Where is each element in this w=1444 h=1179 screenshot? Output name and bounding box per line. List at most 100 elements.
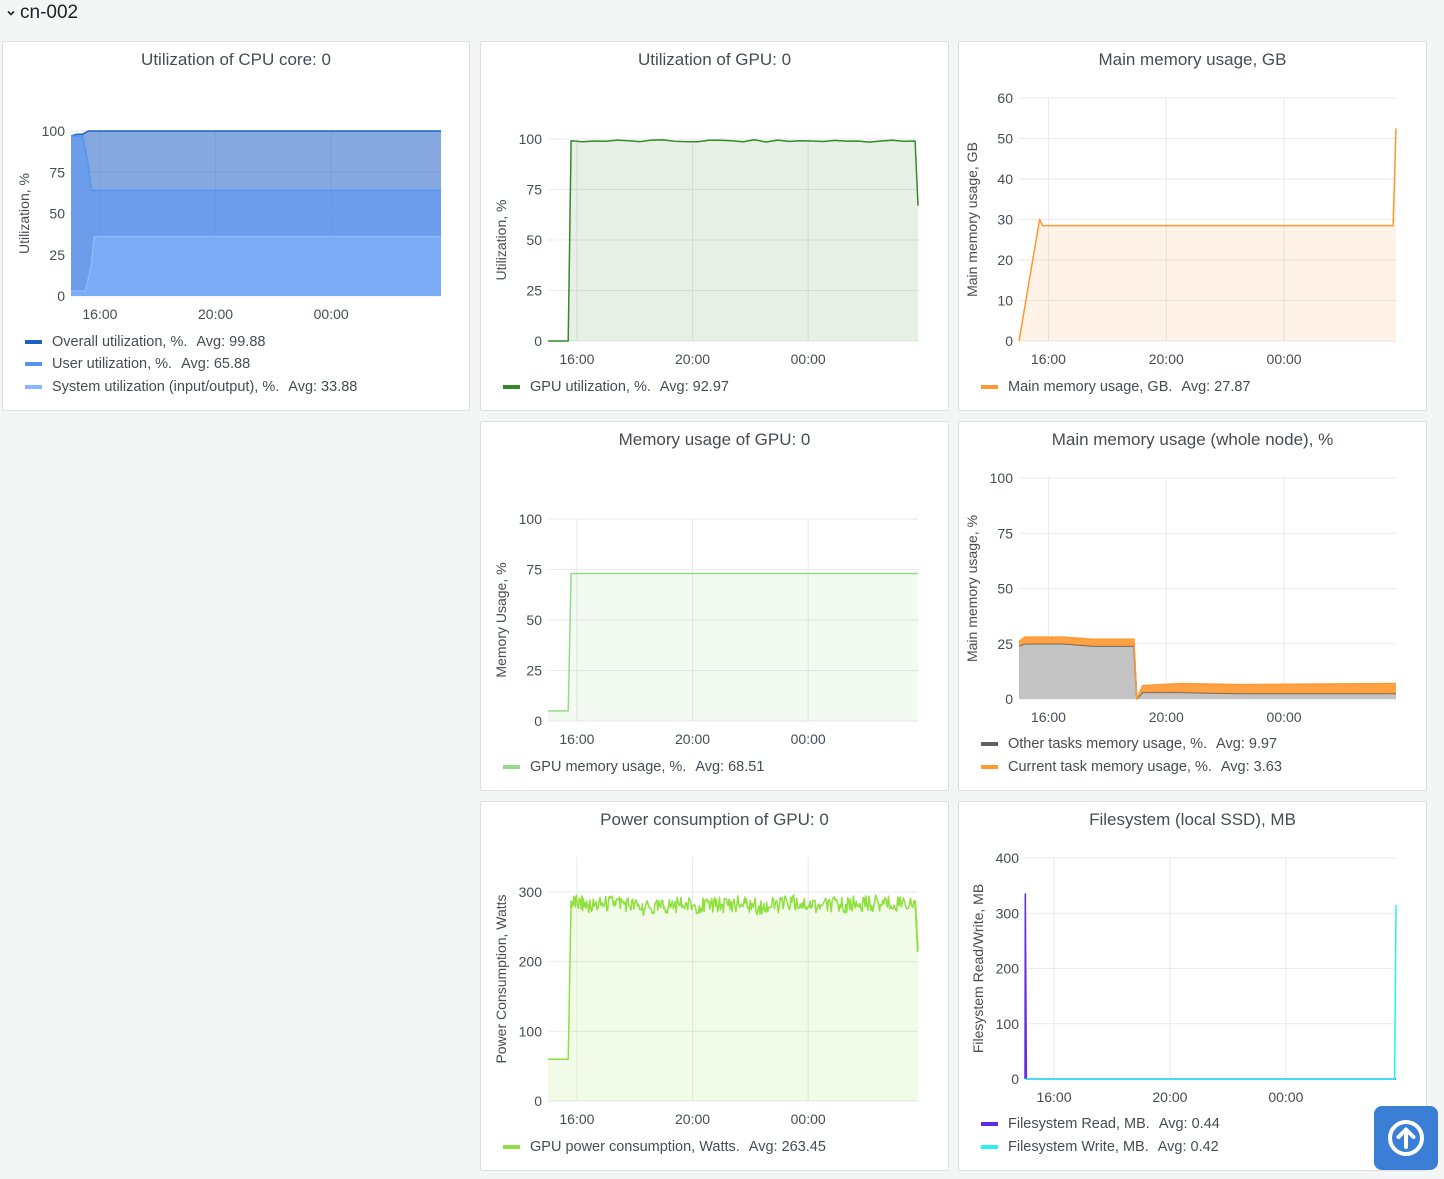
legend-item[interactable]: GPU power consumption, Watts. Avg: 263.45: [503, 1136, 826, 1159]
legend-swatch: [25, 362, 42, 367]
legend-item[interactable]: Other tasks memory usage, %. Avg: 9.97: [981, 733, 1282, 756]
legend-avg: Avg: 99.88: [196, 333, 266, 350]
x-tick-label: 00:00: [791, 731, 826, 747]
x-tick-label: 20:00: [675, 1111, 710, 1127]
panel-filesystem: Filesystem (local SSD), MB 0 100 200 300 400…: [958, 801, 1427, 1171]
y-axis-label: Power Consumption, Watts: [493, 894, 509, 1063]
legend: Main memory usage, GB. Avg: 27.87: [981, 376, 1250, 399]
chart-svg: 0 100 200 300 400 16:00 20:00 00:00 Filesystem R…: [970, 850, 1397, 1105]
series-line: [548, 894, 919, 1060]
x-tick-label: 16:00: [1036, 1089, 1071, 1105]
x-tick-label: 00:00: [791, 1111, 826, 1127]
legend-item[interactable]: Main memory usage, GB. Avg: 27.87: [981, 376, 1250, 399]
y-tick-label: 25: [526, 283, 542, 299]
y-tick-label: 75: [526, 182, 542, 198]
legend-label: Filesystem Read, MB.: [1008, 1116, 1150, 1133]
legend-avg: Avg: 3.63: [1220, 758, 1282, 775]
legend-label: GPU utilization, %.: [530, 378, 651, 395]
y-tick-label: 20: [997, 252, 1013, 268]
legend: GPU power consumption, Watts. Avg: 263.45: [503, 1136, 826, 1159]
y-tick-label: 50: [49, 206, 65, 222]
legend-swatch: [981, 764, 998, 769]
series-line: [548, 139, 919, 342]
y-tick-label: 0: [534, 713, 542, 729]
legend: Filesystem Read, MB. Avg: 0.44 Filesystem …: [981, 1113, 1220, 1158]
x-tick-label: 16:00: [82, 306, 117, 322]
x-tick-label: 00:00: [1267, 709, 1302, 725]
row-title: cn-002: [20, 2, 79, 23]
y-axis-label: Main memory usage, GB: [964, 142, 980, 297]
legend-item[interactable]: GPU memory usage, %. Avg: 68.51: [503, 756, 764, 779]
y-tick-label: 50: [526, 232, 542, 248]
legend-label: Current task memory usage, %.: [1008, 758, 1212, 775]
x-tick-label: 16:00: [1031, 709, 1066, 725]
legend-avg: Avg: 68.51: [695, 758, 765, 775]
y-tick-label: 75: [997, 525, 1013, 541]
y-tick-label: 300: [996, 905, 1020, 921]
y-tick-label: 75: [526, 562, 542, 578]
chart-svg: 0 25 50 75 100 16:00 20:00 00:00 Utilization, %: [493, 131, 919, 367]
y-tick-label: 100: [996, 1016, 1020, 1032]
legend-swatch: [981, 1144, 998, 1149]
chevron-down-icon[interactable]: [6, 8, 16, 18]
x-tick-label: 20:00: [675, 731, 710, 747]
x-tick-label: 00:00: [791, 351, 826, 367]
y-tick-label: 25: [997, 636, 1013, 652]
series-line: [1018, 636, 1397, 700]
legend-swatch: [503, 1144, 520, 1149]
legend-item[interactable]: Overall utilization, %. Avg: 99.88: [25, 331, 357, 354]
panel-title: Utilization of GPU: 0: [637, 50, 792, 69]
y-tick-label: 200: [996, 961, 1020, 977]
legend-item[interactable]: Current task memory usage, %. Avg: 3.63: [981, 756, 1282, 779]
x-tick-label: 16:00: [559, 731, 594, 747]
series-line: [70, 130, 441, 137]
legend-avg: Avg: 33.88: [288, 378, 358, 395]
legend-avg: Avg: 0.42: [1157, 1138, 1219, 1155]
y-tick-label: 400: [996, 850, 1020, 866]
legend-avg: Avg: 65.88: [181, 356, 251, 373]
series-area: [1019, 643, 1396, 699]
y-tick-label: 10: [997, 293, 1013, 309]
legend-label: GPU power consumption, Watts.: [530, 1138, 740, 1155]
legend-swatch: [25, 339, 42, 344]
panel-gpu-memory: Memory usage of GPU: 0 0 25 50 75 100 16:00 20…: [480, 421, 949, 791]
legend-item[interactable]: GPU utilization, %. Avg: 92.97: [503, 376, 729, 399]
legend-avg: Avg: 27.87: [1181, 378, 1251, 395]
series-area: [548, 894, 918, 1101]
legend-swatch: [503, 764, 520, 769]
legend: GPU utilization, %. Avg: 92.97: [503, 376, 729, 399]
legend-label: Main memory usage, GB.: [1008, 378, 1173, 395]
y-axis-label: Filesystem Read/Write, MB: [970, 884, 986, 1053]
legend-swatch: [981, 742, 998, 747]
y-tick-label: 50: [997, 131, 1013, 147]
series-area: [1019, 128, 1396, 341]
y-tick-label: 30: [997, 212, 1013, 228]
legend: GPU memory usage, %. Avg: 68.51: [503, 756, 764, 779]
series-line: [1024, 893, 1396, 1080]
y-tick-label: 75: [49, 164, 65, 180]
chart-svg: 0 25 50 75 100 16:00 20:00 00:00 Memory Usage, %: [493, 511, 918, 747]
series-area: [71, 236, 441, 296]
row-header[interactable]: cn-002: [6, 0, 78, 26]
chart-svg: 0 25 50 75 100 16:00 20:00 00:00 Main memory usa…: [964, 470, 1397, 725]
legend-item[interactable]: User utilization, %. Avg: 65.88: [25, 353, 357, 376]
y-tick-label: 25: [526, 663, 542, 679]
y-tick-label: 50: [526, 612, 542, 628]
y-tick-label: 0: [1011, 1071, 1019, 1087]
legend-item[interactable]: Filesystem Read, MB. Avg: 0.44: [981, 1113, 1220, 1136]
legend-item[interactable]: Filesystem Write, MB. Avg: 0.42: [981, 1136, 1220, 1159]
arrow-up-circle-icon: [1388, 1120, 1424, 1156]
legend-swatch: [981, 384, 998, 389]
scroll-to-top-button[interactable]: [1374, 1106, 1438, 1170]
panel-title: Memory usage of GPU: 0: [618, 430, 811, 449]
panel-title: Utilization of CPU core: 0: [141, 50, 331, 69]
legend-swatch: [503, 384, 520, 389]
series-line: [548, 572, 918, 712]
legend-item[interactable]: System utilization (input/output), %. Avg…: [25, 376, 357, 399]
x-tick-label: 00:00: [314, 306, 349, 322]
series-line: [1018, 128, 1397, 342]
y-axis-label: Utilization, %: [493, 200, 509, 281]
panel-node-memory-percent: Main memory usage (whole node), % 0 25 50 7…: [958, 421, 1427, 791]
y-tick-label: 0: [1005, 691, 1013, 707]
legend-label: Other tasks memory usage, %.: [1008, 736, 1208, 753]
